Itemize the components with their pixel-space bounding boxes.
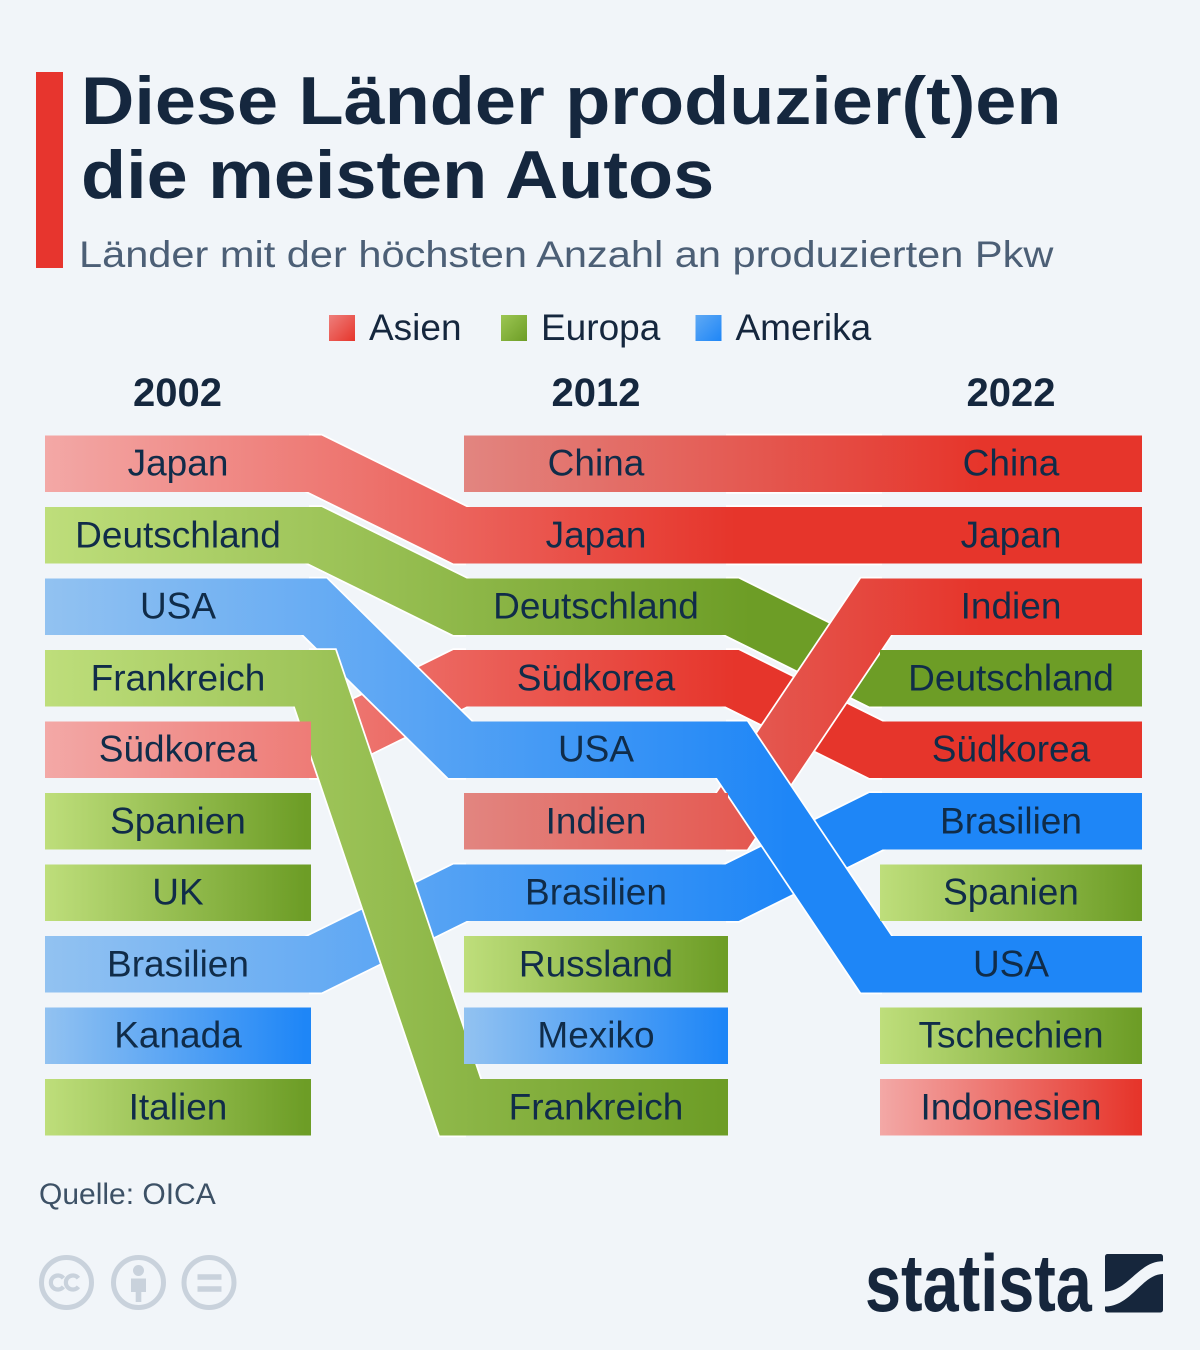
svg-text:Südkorea: Südkorea (517, 657, 676, 698)
svg-text:Diese Länder produzier(t)en: Diese Länder produzier(t)en (81, 64, 1061, 140)
svg-text:Südkorea: Südkorea (932, 729, 1091, 770)
svg-text:Spanien: Spanien (110, 800, 246, 841)
svg-text:die meisten Autos: die meisten Autos (81, 138, 714, 214)
svg-text:Japan: Japan (546, 514, 647, 555)
svg-text:Brasilien: Brasilien (525, 872, 667, 913)
svg-text:2022: 2022 (967, 371, 1056, 415)
svg-text:Mexiko: Mexiko (537, 1015, 654, 1056)
svg-text:Quelle: OICA: Quelle: OICA (39, 1178, 216, 1211)
svg-text:Indonesien: Indonesien (920, 1086, 1101, 1127)
svg-text:2002: 2002 (133, 371, 222, 415)
svg-text:Deutschland: Deutschland (75, 514, 281, 555)
svg-text:Frankreich: Frankreich (91, 657, 266, 698)
svg-text:Europa: Europa (541, 307, 661, 348)
svg-text:China: China (963, 443, 1060, 484)
svg-text:Länder mit der höchsten Anzahl: Länder mit der höchsten Anzahl an produz… (79, 234, 1054, 275)
svg-text:Frankreich: Frankreich (509, 1086, 684, 1127)
svg-text:Brasilien: Brasilien (107, 943, 249, 984)
svg-text:Indien: Indien (546, 800, 647, 841)
svg-text:Japan: Japan (128, 443, 229, 484)
svg-text:2012: 2012 (552, 371, 641, 415)
svg-text:Amerika: Amerika (736, 307, 872, 348)
svg-text:Japan: Japan (961, 514, 1062, 555)
svg-text:Spanien: Spanien (943, 872, 1079, 913)
svg-text:USA: USA (140, 586, 216, 627)
svg-text:Asien: Asien (369, 307, 462, 348)
svg-text:Kanada: Kanada (114, 1015, 242, 1056)
svg-text:China: China (548, 443, 645, 484)
svg-text:Indien: Indien (961, 586, 1062, 627)
svg-text:statista: statista (865, 1238, 1093, 1329)
svg-text:USA: USA (558, 729, 634, 770)
svg-text:Tschechien: Tschechien (918, 1015, 1103, 1056)
svg-text:Südkorea: Südkorea (99, 729, 258, 770)
svg-text:UK: UK (152, 872, 204, 913)
svg-text:Deutschland: Deutschland (493, 586, 699, 627)
svg-text:Russland: Russland (519, 943, 673, 984)
svg-text:Deutschland: Deutschland (908, 657, 1114, 698)
svg-text:Italien: Italien (129, 1086, 228, 1127)
svg-text:USA: USA (973, 943, 1049, 984)
svg-text:Brasilien: Brasilien (940, 800, 1082, 841)
